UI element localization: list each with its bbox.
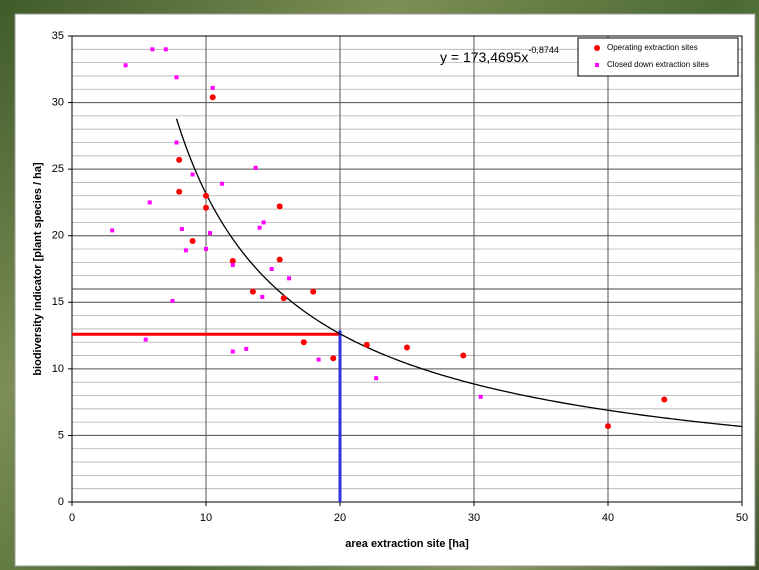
point: [261, 220, 266, 225]
point: [110, 228, 115, 233]
y-tick-label: 10: [52, 363, 64, 375]
legend-label: Closed down extraction sites: [607, 60, 709, 69]
point: [170, 298, 175, 303]
point: [203, 192, 209, 199]
x-axis-label: area extraction site [ha]: [345, 538, 469, 550]
x-tick-label: 30: [468, 512, 480, 524]
point: [189, 238, 196, 245]
point: [174, 140, 179, 145]
point: [210, 85, 215, 90]
point: [174, 75, 179, 80]
point: [179, 227, 184, 232]
point: [204, 247, 208, 252]
point: [176, 156, 183, 163]
y-axis-label: biodiversity indicator [plant species / …: [32, 162, 44, 376]
point: [287, 276, 292, 281]
point: [269, 267, 274, 271]
point: [316, 357, 321, 362]
point: [203, 204, 209, 211]
point: [183, 248, 188, 253]
trend-equation: y = 173,4695x-0,8744: [440, 45, 559, 64]
y-tick-label: 15: [52, 296, 64, 308]
x-tick-label: 0: [69, 512, 75, 524]
point: [190, 172, 195, 177]
point: [330, 355, 337, 362]
point: [374, 376, 379, 381]
legend-marker: [595, 63, 599, 67]
x-tick-label: 10: [200, 512, 212, 524]
x-tick-label: 50: [736, 512, 748, 524]
y-tick-label: 30: [52, 96, 64, 108]
y-tick-label: 25: [52, 163, 64, 175]
point: [257, 225, 262, 230]
point: [460, 352, 467, 359]
trend-curve: [175, 118, 743, 428]
point: [661, 396, 668, 403]
point: [276, 256, 283, 263]
point: [123, 63, 128, 68]
legend-box: [577, 37, 739, 77]
point: [147, 200, 152, 205]
trend-equation-base: y = 173,4695x: [440, 49, 528, 65]
x-tick-label: 20: [334, 512, 346, 524]
point: [260, 294, 265, 299]
plot-border: [71, 35, 743, 503]
point: [176, 188, 183, 195]
point: [230, 349, 235, 354]
point: [163, 47, 168, 52]
point: [276, 203, 283, 210]
point: [230, 263, 235, 268]
trend-exponent: -0,8744: [528, 45, 559, 55]
plot-area: [72, 36, 742, 502]
point: [208, 231, 213, 236]
y-tick-label: 5: [58, 429, 64, 441]
point: [229, 258, 236, 265]
point: [220, 181, 225, 186]
point: [150, 47, 155, 52]
point: [209, 94, 216, 101]
point: [404, 344, 410, 351]
point: [143, 337, 148, 342]
legend-label: Operating extraction sites: [607, 43, 698, 52]
point: [253, 165, 258, 170]
legend-marker: [594, 45, 600, 51]
point: [310, 288, 317, 295]
point: [249, 288, 256, 295]
x-tick-label: 40: [602, 512, 614, 524]
y-tick-label: 0: [58, 496, 64, 508]
point: [280, 295, 287, 302]
point: [605, 423, 611, 430]
point: [244, 346, 249, 351]
point: [478, 394, 483, 399]
y-tick-label: 20: [52, 230, 64, 242]
point: [300, 339, 307, 346]
y-tick-label: 35: [52, 30, 64, 42]
point: [363, 341, 370, 348]
